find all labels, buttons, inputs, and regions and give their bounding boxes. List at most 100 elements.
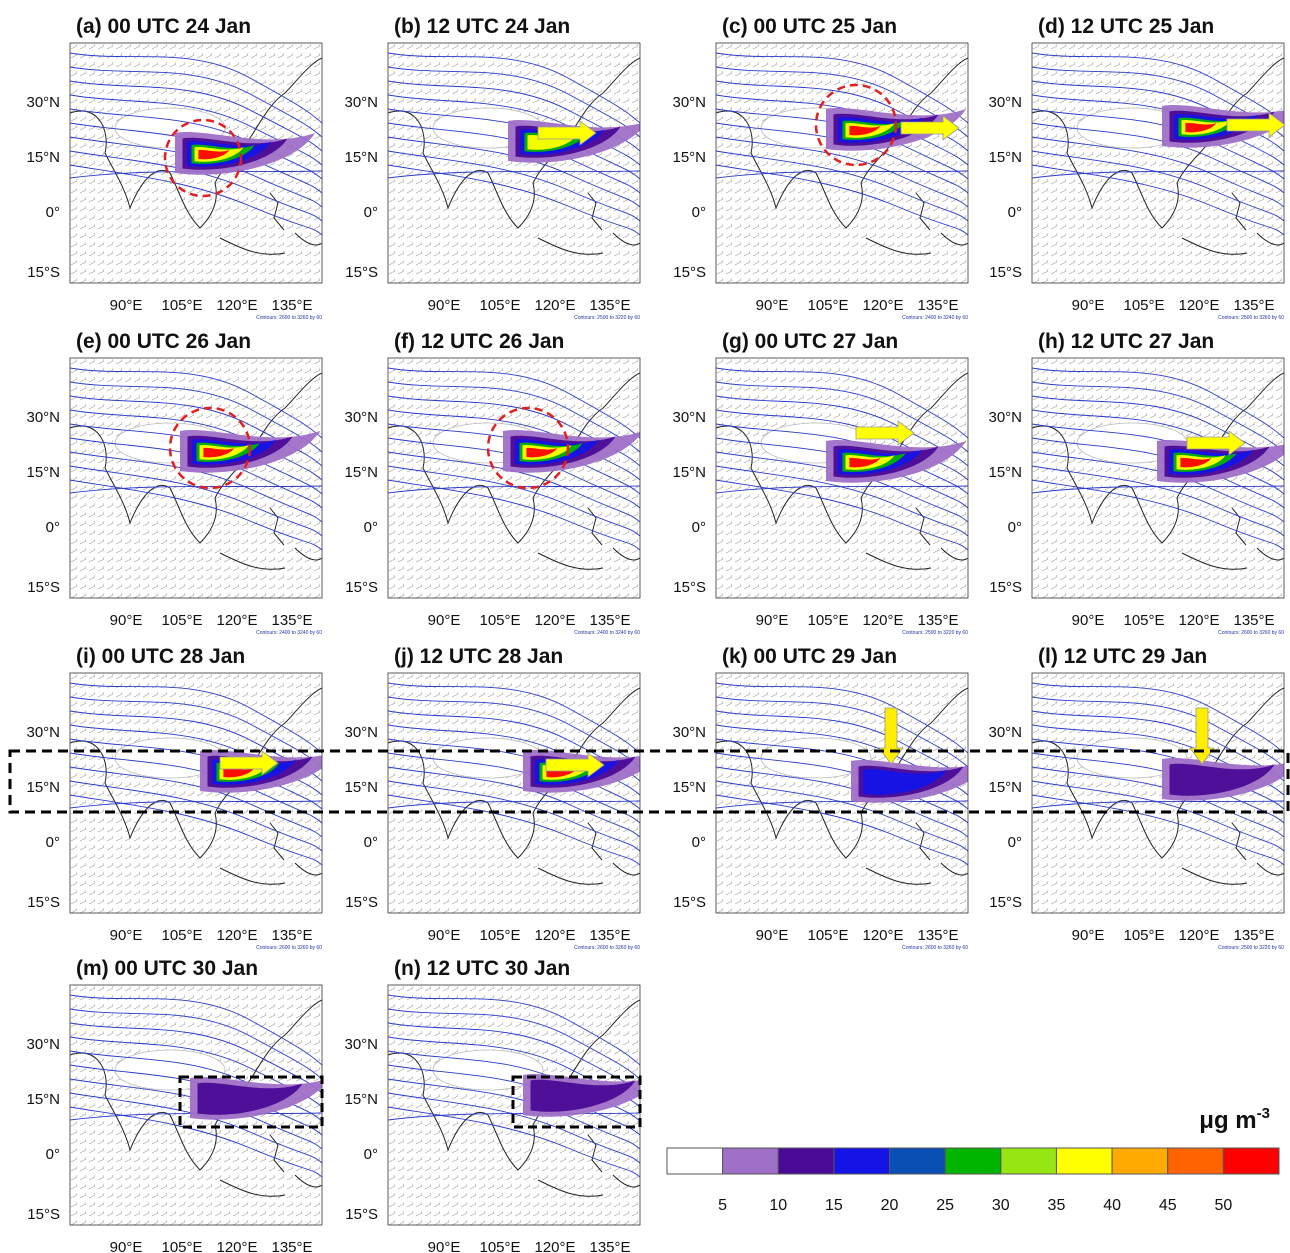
plateau	[1076, 737, 1188, 779]
map-frame	[387, 42, 641, 284]
lat-label: 15°S	[345, 264, 378, 281]
colorbar-swatch	[944, 1147, 1002, 1175]
aerosol-plume	[223, 767, 255, 778]
height-contour	[716, 80, 968, 152]
map-frame	[69, 42, 323, 284]
plateau	[760, 737, 872, 779]
height-contour	[70, 800, 322, 809]
lat-label: 0°	[1008, 519, 1022, 536]
colorbar-tick: 40	[1103, 1197, 1121, 1214]
panel-title: (j) 12 UTC 28 Jan	[394, 645, 563, 668]
colorbar-tick: 45	[1159, 1197, 1177, 1214]
map	[716, 43, 968, 283]
height-contour	[388, 465, 640, 537]
lat-label: 30°N	[344, 94, 378, 111]
map	[716, 358, 968, 598]
height-contour	[388, 1112, 640, 1121]
lon-label: 135°E	[917, 612, 958, 629]
lon-label: 90°E	[110, 1239, 143, 1253]
lon-label: 105°E	[807, 612, 848, 629]
map-panel: 30°N15°N0°15°S90°E105°E120°E135°EContour…	[344, 984, 642, 1253]
height-contour	[716, 367, 968, 439]
map-frame	[715, 42, 969, 284]
coastline	[388, 372, 640, 570]
lat-label: 15°S	[345, 579, 378, 596]
map	[388, 673, 640, 913]
lat-label: 30°N	[26, 94, 60, 111]
height-contour	[1032, 381, 1284, 453]
lon-label: 135°E	[271, 1239, 312, 1253]
highlight-box	[511, 1075, 642, 1129]
height-contour	[716, 150, 968, 222]
lon-label: 105°E	[479, 612, 520, 629]
height-contour	[716, 794, 968, 866]
height-contour	[388, 800, 640, 809]
height-contour	[716, 465, 968, 537]
height-contour	[70, 1092, 322, 1164]
lon-label: 105°E	[479, 297, 520, 314]
coastline	[388, 999, 640, 1197]
height-contour	[388, 80, 640, 152]
height-contour	[1032, 136, 1284, 208]
lon-label: 120°E	[534, 1239, 575, 1253]
highlight-circle	[163, 118, 243, 198]
coastline	[70, 57, 322, 255]
lat-label: 15°S	[673, 894, 706, 911]
lat-label: 15°N	[672, 149, 706, 166]
colorbar-swatch	[889, 1147, 946, 1175]
wind-vectors	[1032, 43, 1284, 283]
height-contour	[70, 766, 322, 838]
height-contour	[1032, 409, 1284, 481]
height-contour	[70, 479, 322, 551]
height-contour	[388, 94, 640, 166]
contour-note: Contours: 2600 to 3260 by 60	[256, 315, 322, 321]
map-frame	[1031, 42, 1285, 284]
height-contour	[1032, 122, 1284, 194]
height-contour	[70, 381, 322, 453]
lat-label: 15°N	[988, 464, 1022, 481]
lon-label: 135°E	[271, 297, 312, 314]
highlight-circle	[168, 406, 252, 490]
height-contour	[716, 164, 968, 236]
panel-title: (m) 00 UTC 30 Jan	[76, 957, 258, 980]
lon-label: 90°E	[428, 612, 461, 629]
lon-label: 105°E	[807, 927, 848, 944]
height-contour	[716, 485, 968, 494]
lat-label: 0°	[1008, 204, 1022, 221]
lat-label: 30°N	[26, 1036, 60, 1053]
lat-label: 0°	[364, 834, 378, 851]
lat-label: 15°N	[26, 779, 60, 796]
lat-label: 30°N	[988, 724, 1022, 741]
lat-label: 0°	[1008, 834, 1022, 851]
lon-label: 120°E	[862, 612, 903, 629]
lon-label: 120°E	[862, 297, 903, 314]
wind-vectors	[388, 358, 640, 598]
lat-label: 0°	[692, 204, 706, 221]
lat-label: 30°N	[988, 409, 1022, 426]
height-contour	[716, 780, 968, 852]
contour-note: Contours: 2600 to 3260 by 60	[256, 945, 322, 951]
lon-label: 90°E	[756, 612, 789, 629]
lon-label: 120°E	[216, 612, 257, 629]
height-contour	[70, 395, 322, 467]
height-contour	[70, 150, 322, 222]
height-contour	[388, 395, 640, 467]
panel-title: (l) 12 UTC 29 Jan	[1038, 645, 1207, 668]
highlight-circle	[486, 406, 570, 490]
panel-title: (n) 12 UTC 30 Jan	[394, 957, 570, 980]
lon-label: 105°E	[807, 297, 848, 314]
lon-label: 120°E	[216, 927, 257, 944]
lat-label: 30°N	[26, 409, 60, 426]
lon-label: 120°E	[216, 1239, 257, 1253]
height-contour	[716, 479, 968, 551]
aerosol-plume	[849, 457, 881, 468]
height-contour	[716, 170, 968, 179]
lon-label: 135°E	[271, 612, 312, 629]
contour-note: Contours: 2400 to 3240 by 60	[256, 630, 322, 636]
lon-label: 105°E	[1123, 297, 1164, 314]
height-contour	[716, 381, 968, 453]
